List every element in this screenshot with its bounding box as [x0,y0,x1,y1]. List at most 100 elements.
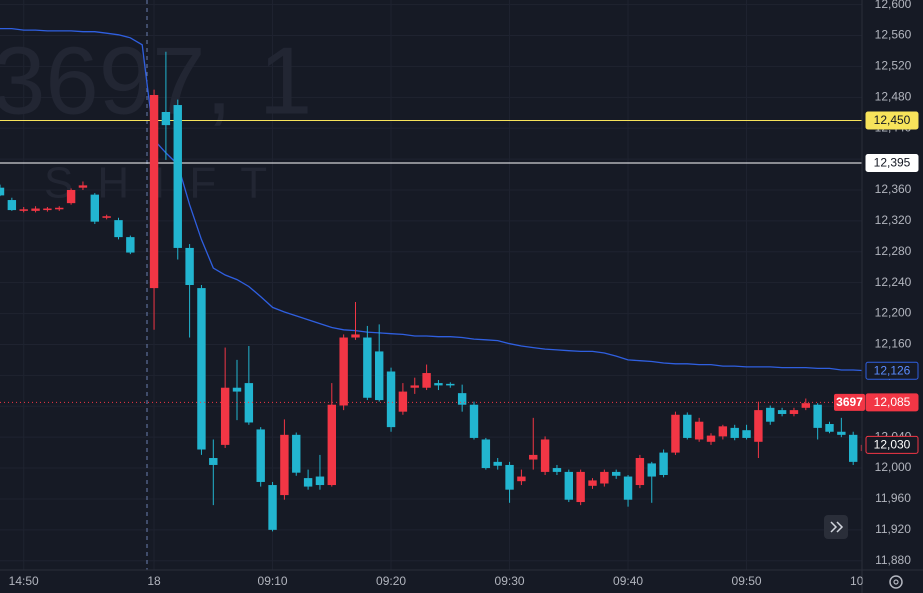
candle-body [19,209,28,211]
scroll-button[interactable] [824,515,848,539]
x-tick-label: 18 [147,574,161,588]
candle-body [161,111,171,126]
x-tick-label: 09:10 [258,574,288,588]
y-tick-label: 12,560 [875,28,912,42]
candle-body [635,458,645,486]
candle-body [540,439,550,472]
last-price-label: 12,030 [874,438,911,452]
candle-body [280,434,289,496]
x-tick-label: 09:20 [376,574,406,588]
y-tick-label: 12,360 [875,182,912,196]
watermark-name: SHIFT [44,159,291,208]
candle-body [232,387,242,392]
y-tick-label: 12,600 [875,0,912,11]
candle-body [777,410,787,414]
candle-body [564,471,573,500]
candle-body [718,426,728,437]
candle-body [375,351,384,401]
candle-body [754,410,763,442]
candle-body [410,385,419,388]
hline-label: 12,395 [874,156,911,170]
candle-body [552,468,562,472]
candle-body [576,471,585,503]
plot [0,27,862,532]
candle-body [694,421,704,440]
candle-body [209,458,218,465]
x-tick-label: 14:50 [9,574,39,588]
candle-body [600,471,609,484]
y-tick-label: 12,520 [875,59,912,73]
candle-body [730,427,739,438]
candle-body [351,334,360,338]
candle-body [683,414,692,438]
candle-body [789,410,799,414]
price-line-label: 12,085 [874,395,911,409]
candle-body [647,463,656,477]
candle-body [386,371,396,428]
candle-body [7,200,17,211]
settings-button[interactable] [889,575,903,589]
y-tick-label: 12,200 [875,306,912,320]
candle-body [517,476,526,482]
y-tick-label: 12,320 [875,213,912,227]
y-tick-label: 12,160 [875,337,912,351]
candle-body [434,383,443,386]
candle-body [588,480,597,486]
candle-body [315,476,325,486]
candle-body [766,407,775,422]
settings-icon[interactable] [889,575,903,589]
candle-body [268,485,277,530]
candle-body [327,404,336,486]
candle-body [742,430,751,438]
candle-body [78,185,88,188]
candle-body [457,393,467,405]
y-tick-label: 11,920 [875,522,911,536]
candle-body [149,95,159,289]
candle-body [185,247,194,285]
price-tag-label: 3697 [836,395,863,409]
y-tick-label: 12,280 [875,244,912,258]
candle-body [43,208,52,211]
candle-body [825,424,834,432]
y-tick-label: 11,880 [875,553,911,567]
hline-box [865,111,919,130]
candle-body [813,404,822,428]
candle-body [114,220,123,238]
candle-body [837,431,846,435]
y-tick-label: 12,000 [875,460,912,474]
candle-body [220,387,230,445]
y-tick-label: 12,240 [875,275,912,289]
x-tick-label: 09:40 [613,574,643,588]
candle-body [31,208,40,211]
grid [0,0,862,570]
candle-body [55,207,64,210]
candle-body [849,434,858,462]
candle-body [671,414,680,453]
candle-body [66,190,76,204]
candle-body [292,434,301,473]
y-tick-label: 11,960 [875,491,911,505]
candle-body [173,105,182,248]
price-axis [862,0,923,593]
candle-body [801,403,810,408]
hline-box [865,153,919,172]
candle-body [90,194,99,222]
candle-body [612,471,621,476]
candle-body [469,404,479,438]
candle-body [339,337,348,406]
price-axis-cover [862,571,923,593]
price-tag-box [834,393,865,411]
candle-body [256,429,265,482]
line-end-label: 12,126 [874,363,911,377]
candle-body [303,478,313,487]
candle-body [659,452,668,475]
candle-body [102,216,111,218]
candle-body [860,444,862,452]
candle-body [529,454,538,460]
y-tick-label: 12,480 [875,89,912,103]
settings-icon-center [893,579,899,585]
time-axis [0,570,862,593]
candle-body [0,187,5,196]
